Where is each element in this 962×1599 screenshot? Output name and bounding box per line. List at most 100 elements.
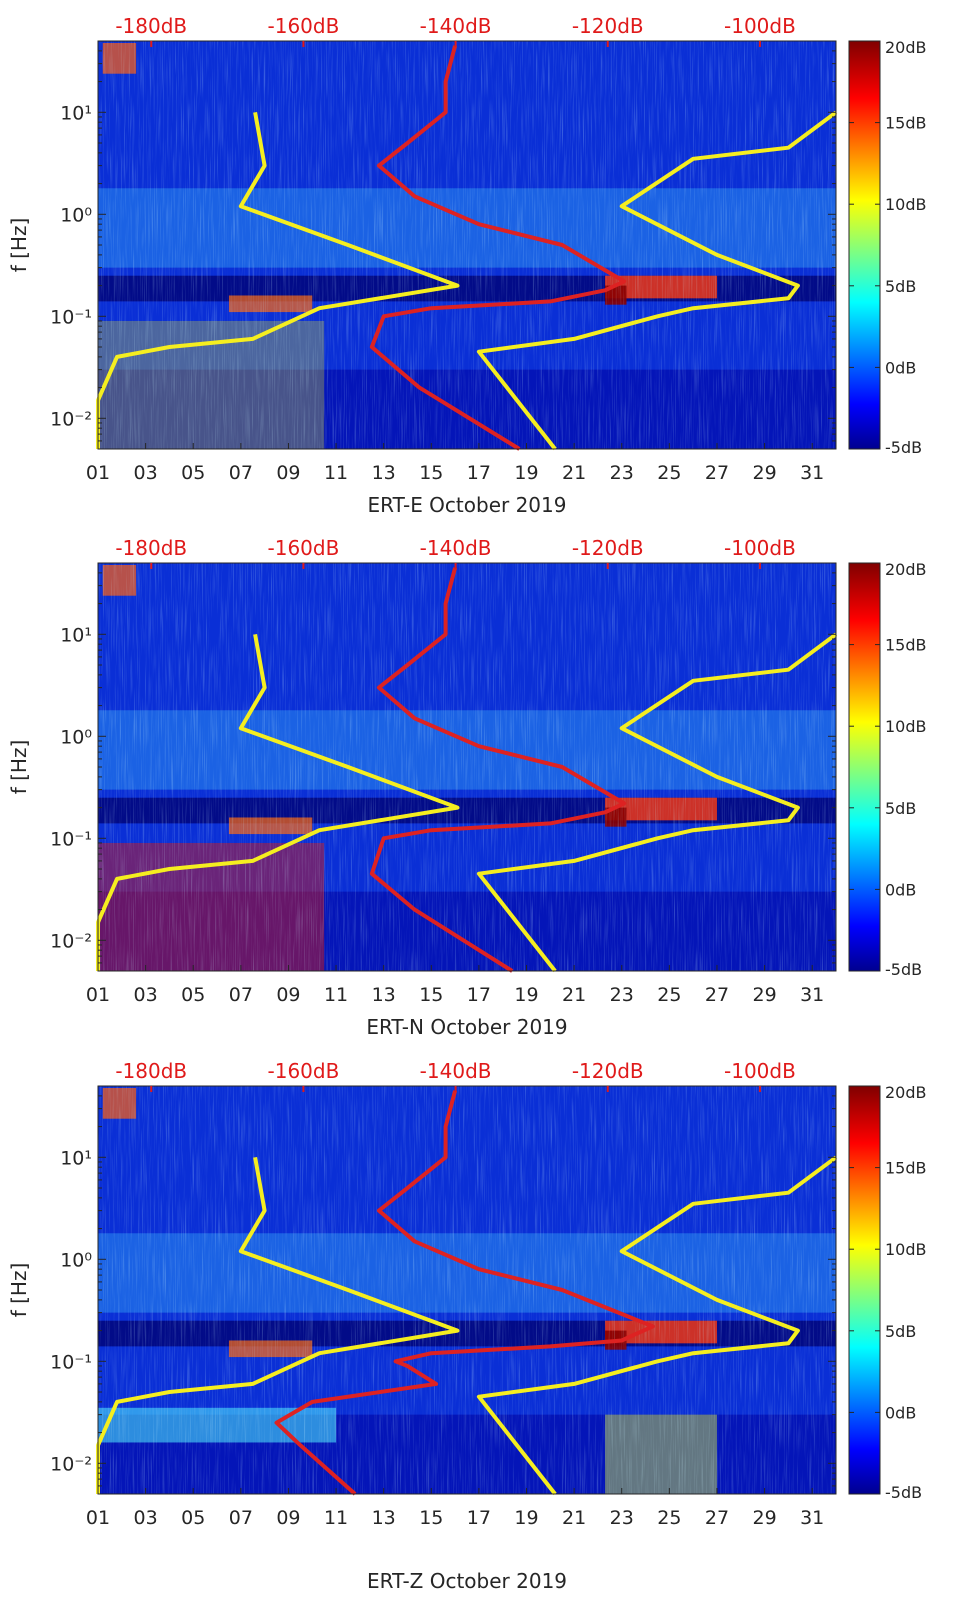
x-tick-label: 15 <box>419 984 443 1006</box>
x-tick-label: 09 <box>276 462 300 484</box>
noise-model-low-line <box>96 1156 460 1494</box>
x-tick-label: 17 <box>467 462 491 484</box>
x-axis: 01 03 05 07 09 11 13 15 17 19 21 23 25 27 29 31 <box>86 965 824 1006</box>
y-tick-label: 10⁰ <box>60 726 92 748</box>
y-tick-label: 10⁰ <box>60 204 92 226</box>
x-tick-label: 09 <box>276 984 300 1006</box>
colorbar-tick-label: 20dB <box>885 560 927 579</box>
median-psd-line <box>369 567 627 973</box>
y-tick-label: 10⁰ <box>60 1249 92 1271</box>
colorbar-tick-label: -5dB <box>885 438 922 457</box>
x-tick-label: 01 <box>86 462 110 484</box>
x-tick-label: 03 <box>134 462 158 484</box>
top-axis-label: -180dB <box>115 1059 187 1083</box>
plot-lines <box>96 567 838 973</box>
x-tick-label: 05 <box>181 984 205 1006</box>
colorbar-tick-label: 0dB <box>885 880 916 899</box>
colorbar-tick-label: 5dB <box>885 277 916 296</box>
colorbar-tick-label: 15dB <box>885 636 927 655</box>
x-tick-label: 27 <box>705 1507 729 1529</box>
noise-model-low-line <box>96 111 460 449</box>
plot-lines <box>96 45 838 451</box>
y-tick-label: 10⁻² <box>50 408 92 430</box>
x-tick-label: 05 <box>181 1507 205 1529</box>
top-axis-label: -120dB <box>572 536 644 560</box>
colorbar <box>848 1085 881 1495</box>
panel-2: 01 03 05 07 09 11 13 15 17 19 21 23 25 27 29 31 10⁻²10⁻… <box>7 536 927 1039</box>
colorbar-tick-label: 20dB <box>885 38 927 57</box>
median-psd-line <box>369 45 627 451</box>
median-psd-line <box>274 1090 655 1496</box>
x-tick-label: 01 <box>86 1507 110 1529</box>
colorbar-tick-label: 10dB <box>885 195 927 214</box>
y-axis-label: f [Hz] <box>7 740 31 795</box>
x-tick-label: 07 <box>229 462 253 484</box>
colorbar <box>848 562 881 972</box>
x-tick-label: 31 <box>800 1507 824 1529</box>
y-tick-label: 10¹ <box>60 624 92 646</box>
panel-1: 01 03 05 07 09 11 13 15 17 19 21 23 25 27 29 31 10⁻²10⁻… <box>7 14 927 517</box>
top-axis-label: -160dB <box>268 14 340 38</box>
x-tick-label: 17 <box>467 1507 491 1529</box>
x-tick-label: 03 <box>134 1507 158 1529</box>
x-tick-label: 23 <box>610 462 634 484</box>
x-axis: 01 03 05 07 09 11 13 15 17 19 21 23 25 27 29 31 <box>86 443 824 484</box>
colorbar-tick-label: 0dB <box>885 358 916 377</box>
colorbar-tick-label: 15dB <box>885 1159 927 1178</box>
y-axis: 10⁻² 10⁻¹ 10⁰ 10¹ <box>50 40 836 450</box>
colorbar-tick-label: 5dB <box>885 799 916 818</box>
noise-model-high-line <box>476 632 838 973</box>
x-tick-label: 07 <box>229 984 253 1006</box>
top-axis-label: -180dB <box>115 14 187 38</box>
x-axis-label: ERT-E October 2019 <box>368 493 567 517</box>
colorbar-ticks: 20dB 15dB 10dB 5dB 0dB -5dB <box>849 560 927 979</box>
x-tick-label: 09 <box>276 1507 300 1529</box>
y-axis: 10⁻² 10⁻¹ 10⁰ 10¹ <box>50 562 836 972</box>
top-axis-label: -160dB <box>268 536 340 560</box>
x-tick-label: 19 <box>514 1507 538 1529</box>
x-tick-label: 13 <box>372 984 396 1006</box>
x-tick-label: 23 <box>610 1507 634 1529</box>
y-tick-label: 10⁻¹ <box>50 306 92 328</box>
x-axis: 01 03 05 07 09 11 13 15 17 19 21 23 25 27 29 31 <box>86 1488 824 1529</box>
colorbar-tick-label: -5dB <box>885 1483 922 1502</box>
x-tick-label: 19 <box>514 984 538 1006</box>
top-axis: -180dB -160dB -140dB -120dB -100dB <box>115 536 796 569</box>
x-tick-label: 03 <box>134 984 158 1006</box>
x-tick-label: 23 <box>610 984 634 1006</box>
y-tick-label: 10⁻² <box>50 930 92 952</box>
spectrogram-texture <box>98 563 836 971</box>
x-tick-label: 29 <box>752 984 776 1006</box>
colorbar-tick-label: 0dB <box>885 1403 916 1422</box>
colorbar-tick-label: -5dB <box>885 960 922 979</box>
x-tick-label: 25 <box>657 1507 681 1529</box>
y-axis-label: f [Hz] <box>7 218 31 273</box>
colorbar <box>848 40 881 450</box>
x-tick-label: 15 <box>419 462 443 484</box>
y-tick-label: 10¹ <box>60 102 92 124</box>
x-tick-label: 31 <box>800 462 824 484</box>
x-tick-label: 13 <box>372 1507 396 1529</box>
spectrogram-texture <box>98 41 836 449</box>
x-tick-label: 01 <box>86 984 110 1006</box>
colorbar-ticks: 20dB 15dB 10dB 5dB 0dB -5dB <box>849 1083 927 1502</box>
x-tick-label: 29 <box>752 1507 776 1529</box>
x-tick-label: 05 <box>181 462 205 484</box>
x-tick-label: 07 <box>229 1507 253 1529</box>
panel-3: 01 03 05 07 09 11 13 15 17 19 21 23 25 27 29 31 10⁻²10⁻… <box>7 1059 927 1593</box>
top-axis-label: -160dB <box>268 1059 340 1083</box>
colorbar-tick-label: 5dB <box>885 1322 916 1341</box>
plot-lines <box>96 1090 838 1496</box>
x-tick-label: 15 <box>419 1507 443 1529</box>
x-tick-label: 11 <box>324 984 348 1006</box>
x-tick-label: 27 <box>705 984 729 1006</box>
top-axis-label: -120dB <box>572 1059 644 1083</box>
x-tick-label: 29 <box>752 462 776 484</box>
y-tick-label: 10⁻¹ <box>50 828 92 850</box>
top-axis-label: -100dB <box>724 1059 796 1083</box>
y-tick-label: 10⁻¹ <box>50 1351 92 1373</box>
spectrogram-texture <box>98 1086 836 1494</box>
colorbar-tick-label: 10dB <box>885 1240 927 1259</box>
y-tick-label: 10⁻² <box>50 1453 92 1475</box>
